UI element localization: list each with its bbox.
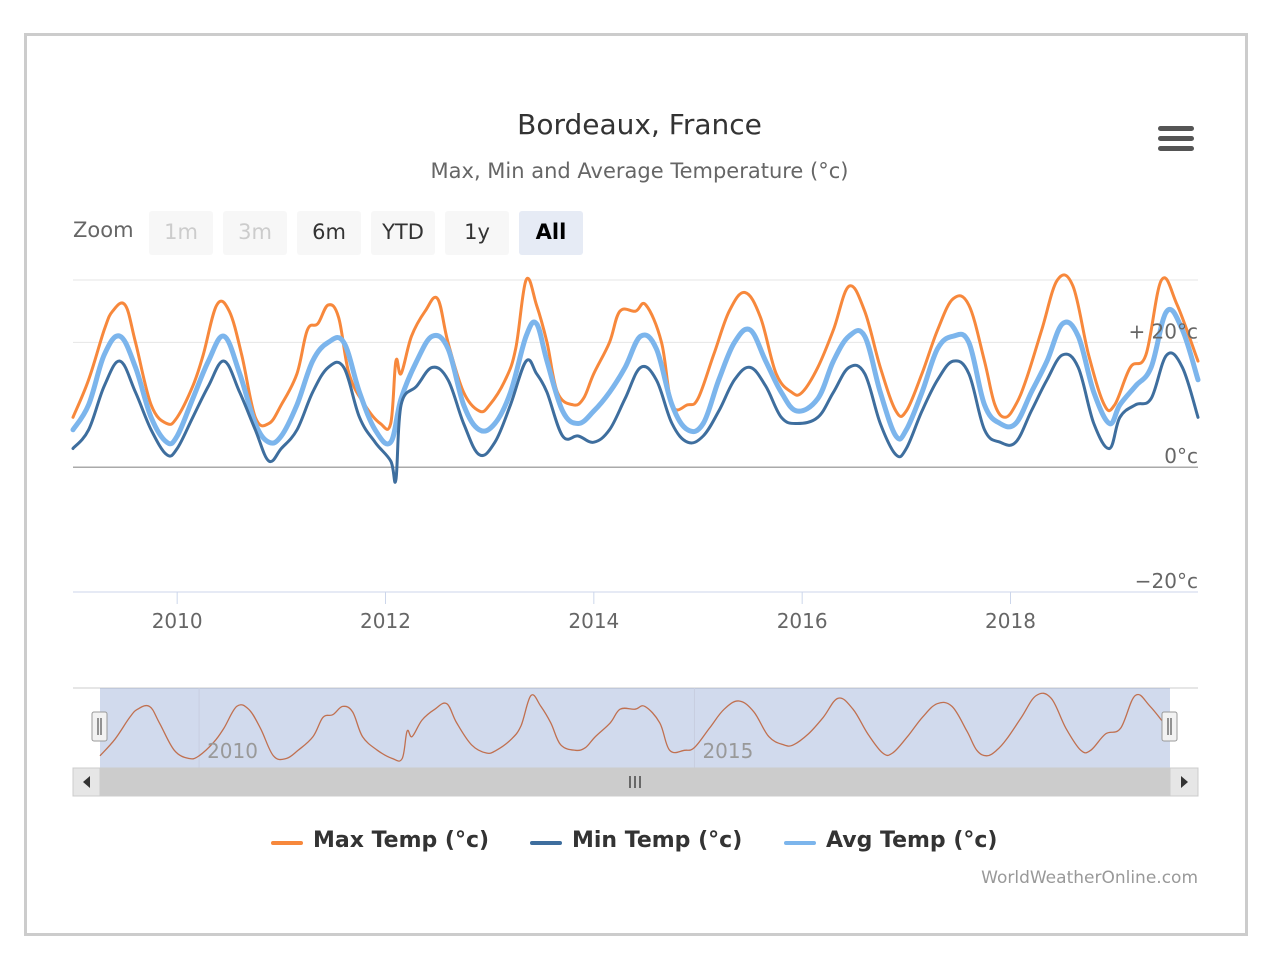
legend-label-avg: Avg Temp (°c) xyxy=(826,828,998,853)
zoom-6m-button[interactable]: 6m xyxy=(297,211,361,255)
legend-symbol-max xyxy=(271,841,303,845)
zoom-1m-button[interactable]: 1m xyxy=(149,211,213,255)
zoom-1y-button[interactable]: 1y xyxy=(445,211,509,255)
credits-link[interactable]: WorldWeatherOnline.com xyxy=(981,868,1198,888)
hamburger-menu-icon[interactable] xyxy=(1158,126,1194,154)
chart-title: Bordeaux, France xyxy=(517,108,762,141)
zoom-ytd-button[interactable]: YTD xyxy=(371,211,435,255)
legend-symbol-avg xyxy=(784,841,816,845)
legend: Max Temp (°c) Min Temp (°c) Avg Temp (°c… xyxy=(0,826,1279,860)
zoom-3m-button[interactable]: 3m xyxy=(223,211,287,255)
zoom-all-button[interactable]: All xyxy=(519,211,583,255)
zoom-label: Zoom xyxy=(73,218,134,242)
chart-subtitle: Max, Min and Average Temperature (°c) xyxy=(430,159,849,183)
legend-symbol-min xyxy=(530,841,562,845)
legend-label-min: Min Temp (°c) xyxy=(572,828,743,853)
legend-label-max: Max Temp (°c) xyxy=(313,828,490,853)
